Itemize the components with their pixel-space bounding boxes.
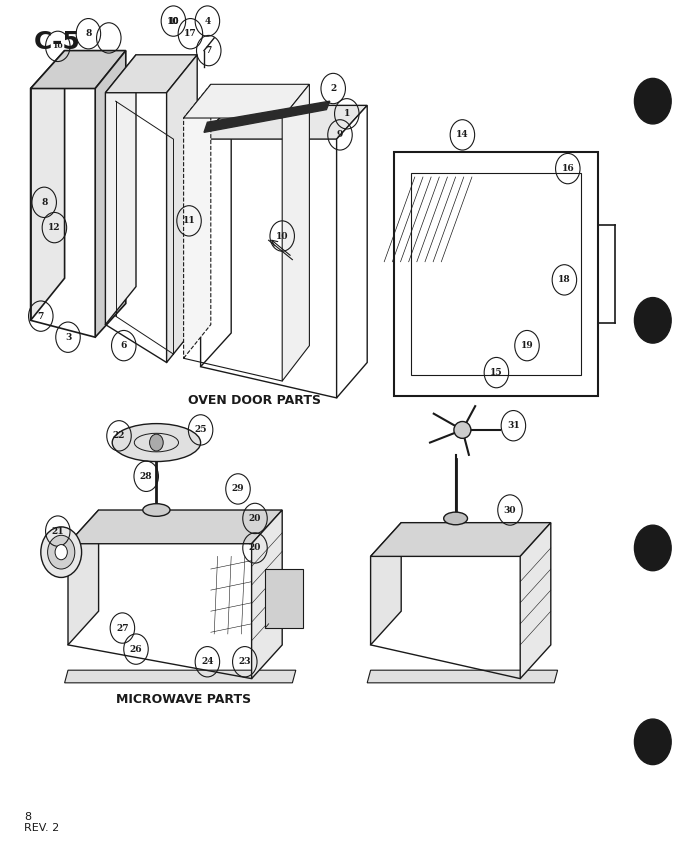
Text: 3: 3	[65, 333, 71, 341]
Text: 11: 11	[183, 217, 195, 225]
Text: 8: 8	[41, 198, 48, 207]
Text: 7: 7	[205, 46, 212, 55]
Bar	[265, 569, 303, 628]
Polygon shape	[520, 523, 551, 679]
Polygon shape	[105, 55, 197, 93]
Text: 10: 10	[167, 17, 180, 25]
Circle shape	[150, 434, 163, 451]
Polygon shape	[204, 101, 330, 132]
Text: 12: 12	[48, 223, 61, 232]
Text: 14: 14	[456, 131, 469, 139]
Text: 9: 9	[337, 131, 343, 139]
Ellipse shape	[41, 527, 82, 577]
Text: MICROWAVE PARTS: MICROWAVE PARTS	[116, 693, 251, 706]
Text: 25: 25	[194, 426, 207, 434]
Text: 10: 10	[168, 17, 179, 25]
Polygon shape	[167, 55, 197, 362]
Polygon shape	[31, 51, 126, 89]
Text: 19: 19	[521, 341, 533, 350]
Text: 1: 1	[343, 110, 350, 118]
Text: 15: 15	[490, 368, 503, 377]
Polygon shape	[371, 523, 401, 645]
Text: OVEN DOOR PARTS: OVEN DOOR PARTS	[188, 394, 322, 407]
Circle shape	[634, 298, 671, 343]
Text: 2: 2	[330, 84, 337, 93]
Bar	[411, 173, 581, 375]
Text: 6: 6	[120, 341, 127, 350]
Circle shape	[634, 719, 671, 765]
Text: 16: 16	[562, 164, 574, 173]
Text: 8: 8	[24, 812, 31, 822]
Text: 28: 28	[140, 472, 152, 481]
Bar	[394, 152, 598, 396]
Polygon shape	[184, 84, 211, 358]
Polygon shape	[337, 105, 367, 398]
Text: 7: 7	[37, 312, 44, 320]
Circle shape	[634, 78, 671, 124]
Polygon shape	[68, 510, 99, 645]
Ellipse shape	[48, 535, 75, 569]
Polygon shape	[201, 105, 367, 139]
Text: 8: 8	[85, 30, 92, 38]
Text: 21: 21	[52, 527, 64, 535]
Text: 17: 17	[184, 30, 197, 38]
Text: 24: 24	[201, 658, 214, 666]
Text: REV. 2: REV. 2	[24, 823, 59, 833]
Text: 18: 18	[558, 276, 571, 284]
Text: 20: 20	[249, 544, 261, 552]
Text: 23: 23	[239, 658, 251, 666]
Polygon shape	[252, 510, 282, 679]
Ellipse shape	[55, 545, 67, 560]
Text: 10: 10	[276, 232, 288, 240]
Ellipse shape	[143, 504, 170, 516]
Text: 20: 20	[249, 514, 261, 523]
Text: 22: 22	[113, 432, 125, 440]
Polygon shape	[105, 55, 136, 325]
Text: 4: 4	[204, 17, 211, 25]
Polygon shape	[282, 84, 309, 381]
Polygon shape	[68, 510, 282, 544]
Polygon shape	[367, 670, 558, 683]
Text: C-5: C-5	[34, 30, 81, 53]
Text: 30: 30	[504, 506, 516, 514]
Text: 27: 27	[116, 624, 129, 632]
Circle shape	[634, 525, 671, 571]
Text: 10: 10	[52, 42, 63, 51]
Text: 31: 31	[507, 422, 520, 430]
Polygon shape	[201, 105, 231, 367]
Polygon shape	[371, 523, 551, 556]
Ellipse shape	[444, 513, 468, 524]
Text: 26: 26	[130, 645, 142, 653]
Text: 29: 29	[232, 485, 244, 493]
Polygon shape	[184, 84, 309, 118]
Polygon shape	[31, 51, 65, 320]
Polygon shape	[95, 51, 126, 337]
Ellipse shape	[454, 422, 471, 438]
Polygon shape	[65, 670, 296, 683]
Ellipse shape	[112, 424, 201, 462]
